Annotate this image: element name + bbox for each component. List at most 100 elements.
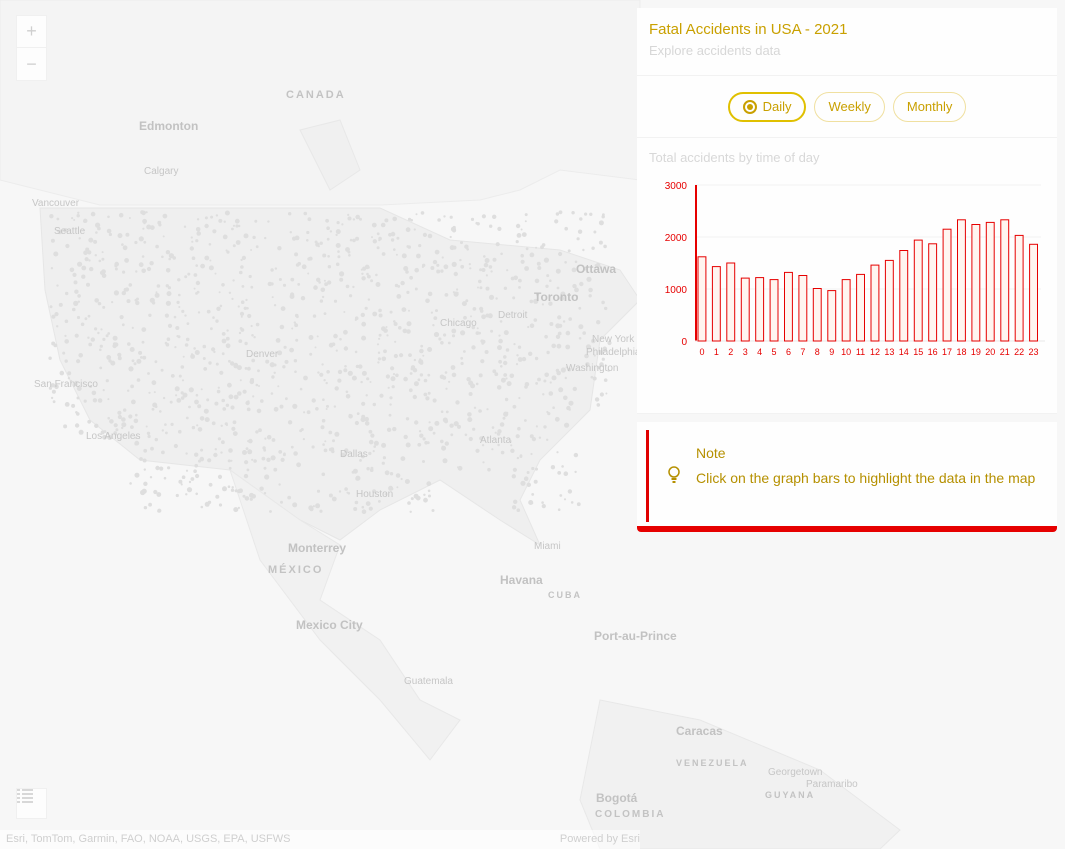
accident-point[interactable] (442, 375, 447, 380)
accident-point[interactable] (50, 238, 55, 243)
accident-point[interactable] (121, 422, 127, 428)
accident-point[interactable] (579, 281, 584, 287)
accident-point[interactable] (285, 397, 288, 401)
accident-point[interactable] (293, 321, 296, 324)
accident-point[interactable] (341, 223, 344, 226)
accident-point[interactable] (380, 222, 386, 228)
accident-point[interactable] (451, 329, 455, 333)
accident-point[interactable] (173, 443, 178, 449)
accident-point[interactable] (193, 287, 196, 290)
accident-point[interactable] (518, 278, 522, 283)
accident-point[interactable] (181, 379, 185, 382)
accident-point[interactable] (584, 353, 589, 359)
accident-point[interactable] (88, 237, 94, 243)
accident-point[interactable] (475, 382, 479, 386)
accident-point[interactable] (555, 334, 561, 339)
accident-point[interactable] (222, 234, 228, 240)
accident-point[interactable] (390, 366, 395, 371)
accident-point[interactable] (65, 243, 70, 249)
accident-point[interactable] (135, 270, 138, 273)
accident-point[interactable] (413, 228, 416, 231)
accident-point[interactable] (74, 289, 79, 294)
accident-point[interactable] (185, 452, 188, 455)
accident-point[interactable] (353, 507, 358, 511)
accident-point[interactable] (405, 270, 409, 274)
accident-point[interactable] (327, 280, 332, 285)
accident-point[interactable] (81, 274, 86, 279)
accident-point[interactable] (141, 268, 146, 274)
accident-point[interactable] (414, 420, 419, 425)
accident-point[interactable] (153, 489, 158, 495)
accident-point[interactable] (556, 451, 559, 454)
accident-point[interactable] (214, 448, 217, 451)
accident-point[interactable] (112, 343, 117, 349)
accident-point[interactable] (377, 357, 381, 361)
accident-point[interactable] (432, 259, 438, 265)
accident-point[interactable] (129, 482, 132, 485)
accident-point[interactable] (559, 494, 563, 497)
accident-point[interactable] (108, 232, 112, 237)
accident-point[interactable] (472, 427, 476, 431)
accident-point[interactable] (574, 470, 577, 474)
accident-point[interactable] (194, 350, 200, 355)
accident-point[interactable] (114, 267, 118, 271)
accident-point[interactable] (48, 356, 52, 360)
accident-point[interactable] (365, 394, 368, 397)
accident-point[interactable] (215, 214, 219, 217)
accident-point[interactable] (199, 416, 205, 421)
accident-point[interactable] (261, 456, 266, 461)
accident-point[interactable] (134, 472, 140, 478)
accident-point[interactable] (282, 453, 286, 457)
accident-point[interactable] (263, 448, 267, 452)
accident-point[interactable] (155, 465, 160, 471)
accident-point[interactable] (571, 211, 575, 215)
accident-point[interactable] (409, 372, 413, 375)
accident-point[interactable] (255, 322, 260, 327)
accident-point[interactable] (295, 324, 299, 327)
accident-point[interactable] (503, 355, 507, 359)
accident-point[interactable] (428, 494, 431, 498)
accident-point[interactable] (364, 416, 370, 422)
accident-point[interactable] (267, 281, 272, 287)
accident-point[interactable] (141, 340, 145, 344)
chart-bar[interactable] (769, 279, 779, 342)
accident-point[interactable] (99, 344, 103, 348)
accident-point[interactable] (90, 337, 96, 342)
accident-point[interactable] (520, 480, 526, 486)
accident-point[interactable] (517, 345, 522, 349)
accident-point[interactable] (378, 500, 381, 503)
accident-point[interactable] (517, 357, 523, 362)
accident-point[interactable] (604, 306, 608, 311)
accident-point[interactable] (154, 437, 158, 442)
accident-point[interactable] (87, 336, 90, 339)
accident-point[interactable] (215, 319, 219, 323)
accident-point[interactable] (504, 397, 509, 402)
accident-point[interactable] (240, 258, 243, 262)
accident-point[interactable] (269, 362, 275, 368)
accident-point[interactable] (121, 243, 124, 246)
accident-point[interactable] (372, 311, 378, 317)
accident-point[interactable] (389, 310, 393, 314)
accident-point[interactable] (327, 265, 332, 269)
accident-point[interactable] (78, 353, 83, 358)
accident-point[interactable] (388, 485, 394, 491)
accident-point[interactable] (524, 266, 529, 271)
accident-point[interactable] (246, 468, 250, 472)
accident-point[interactable] (354, 420, 359, 426)
accident-point[interactable] (505, 377, 508, 380)
accident-point[interactable] (331, 342, 336, 347)
accident-point[interactable] (270, 455, 276, 461)
accident-point[interactable] (185, 416, 189, 420)
accident-point[interactable] (306, 239, 309, 242)
accident-point[interactable] (161, 255, 164, 259)
accident-point[interactable] (328, 493, 333, 498)
accident-point[interactable] (588, 294, 592, 298)
accident-point[interactable] (65, 291, 69, 296)
accident-point[interactable] (367, 274, 371, 279)
accident-point[interactable] (416, 253, 421, 259)
accident-point[interactable] (102, 305, 106, 309)
accident-point[interactable] (589, 212, 593, 216)
accident-point[interactable] (187, 272, 191, 276)
accident-point[interactable] (572, 386, 577, 392)
accident-point[interactable] (169, 400, 173, 404)
